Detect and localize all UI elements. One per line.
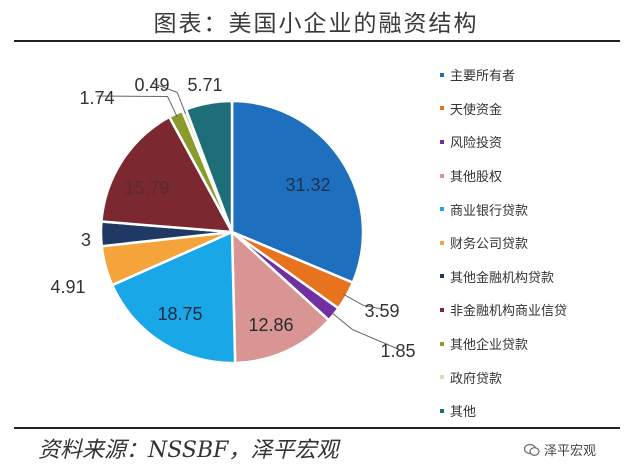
data-label: 12.86 (248, 315, 293, 335)
pie-slice (184, 99, 234, 233)
legend-label: 其他金融机构贷款 (450, 270, 555, 286)
data-label: 3.59 (364, 301, 399, 321)
pie-slice (230, 99, 365, 285)
legend-item: 天使资金 (440, 92, 567, 126)
legend-label: 其他股权 (450, 170, 503, 186)
legend-label: 风险投资 (450, 136, 503, 152)
legend-swatch (440, 408, 444, 413)
bottom-rule (14, 427, 620, 429)
legend-label: 其他 (450, 405, 477, 421)
legend-item: 风险投资 (440, 125, 567, 159)
legend-swatch (440, 72, 444, 77)
leader-lines (96, 82, 399, 350)
pie-slice (230, 229, 331, 365)
pie-slices (99, 99, 365, 365)
legend-swatch (440, 207, 444, 212)
legend-item: 其他企业贷款 (440, 327, 567, 361)
legend-item: 商业银行贷款 (440, 192, 567, 226)
leader-line (342, 293, 383, 310)
legend-swatch (440, 274, 444, 279)
watermark: 泽平宏观 (524, 440, 596, 459)
data-labels: 31.32 3.59 1.85 12.86 18.75 4.91 3 15.79 1.74 0.4… (50, 75, 415, 361)
data-label: 1.74 (79, 88, 114, 108)
data-label: 1.85 (380, 341, 415, 361)
wechat-icon (524, 443, 540, 456)
legend-label: 天使资金 (450, 102, 503, 118)
leader-line (96, 95, 178, 118)
legend-label: 政府贷款 (450, 371, 503, 387)
legend-item: 其他 (440, 394, 567, 428)
data-label: 3 (81, 230, 91, 250)
leader-line (151, 82, 187, 114)
top-rule (14, 40, 620, 42)
data-label: 31.32 (285, 175, 330, 195)
legend-swatch (440, 341, 444, 346)
legend-label: 商业银行贷款 (450, 203, 529, 219)
data-label: 5.71 (187, 75, 222, 95)
legend-label: 主要所有者 (450, 69, 516, 85)
legend-swatch (440, 307, 444, 312)
data-label: 4.91 (50, 277, 85, 297)
pie-slice (100, 115, 235, 234)
watermark-text: 泽平宏观 (544, 444, 597, 459)
legend-swatch (440, 173, 444, 178)
legend-item: 政府贷款 (440, 360, 567, 394)
legend-item: 其他股权 (440, 159, 567, 193)
legend-label: 非金融机构商业信贷 (450, 304, 568, 320)
pie-slice (110, 230, 237, 365)
legend-item: 财务公司贷款 (440, 226, 567, 260)
legend-item: 其他金融机构贷款 (440, 260, 567, 294)
leader-line (330, 311, 399, 350)
legend-swatch (440, 375, 444, 380)
legend-swatch (440, 139, 444, 144)
data-label: 18.75 (157, 304, 202, 324)
legend: 主要所有者天使资金风险投资其他股权商业银行贷款 财务公司贷款其他金融机构贷款 非金融… (440, 58, 567, 428)
legend-item: 主要所有者 (440, 58, 567, 92)
legend-item: 非金融机构商业信贷 (440, 293, 567, 327)
source-note: 资料来源：NSSBF，泽平宏观 (38, 438, 339, 463)
legend-swatch (440, 106, 444, 111)
pie-chart: 31.32 3.59 1.85 12.86 18.75 4.91 3 15.79 1.74 0.4… (50, 75, 416, 365)
data-label: 0.49 (134, 75, 169, 95)
chart-title: 图表：美国小企业的融资结构 (153, 11, 479, 37)
legend-label: 财务公司贷款 (450, 237, 529, 253)
legend-label: 其他企业贷款 (450, 338, 529, 354)
legend-swatch (440, 240, 444, 245)
data-label: 15.79 (124, 178, 169, 198)
